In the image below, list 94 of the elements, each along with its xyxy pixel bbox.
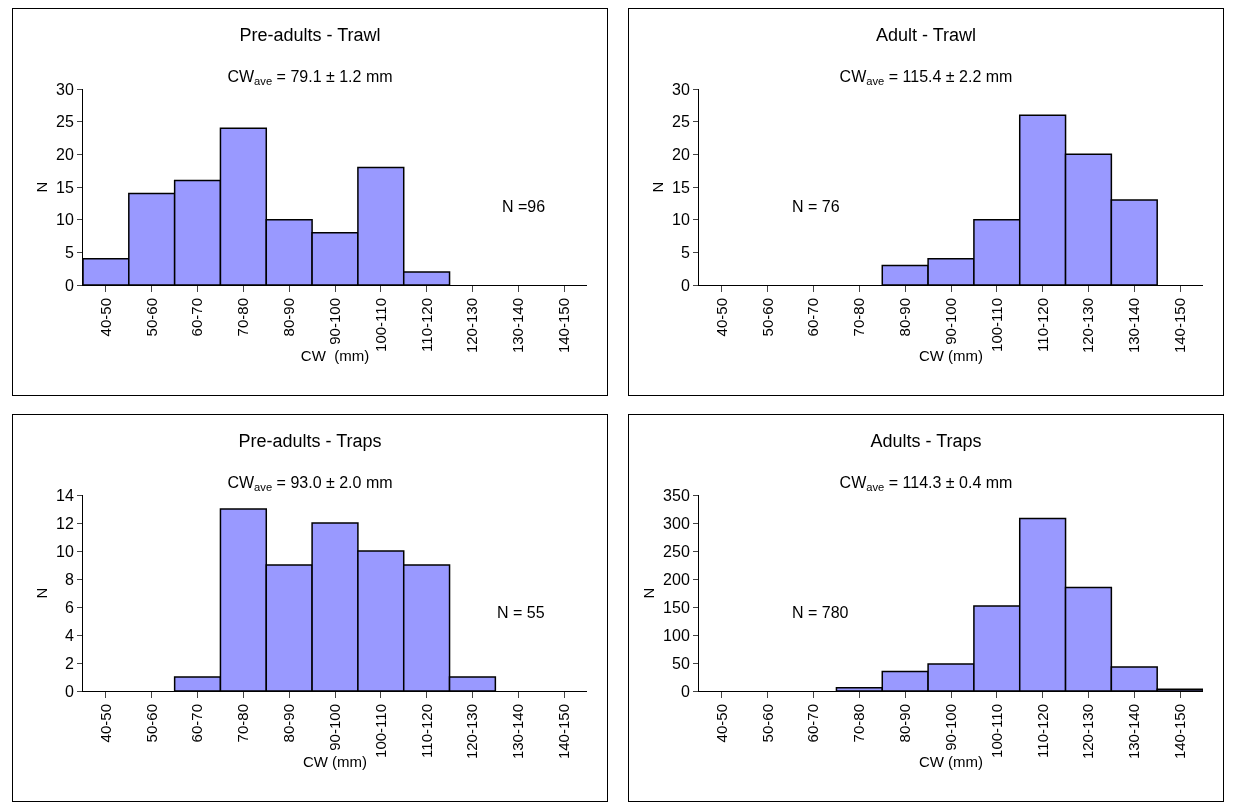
- x-tick-label: 100-110: [987, 704, 1005, 758]
- y-tick-label: 0: [64, 682, 74, 700]
- y-tick-label: 20: [672, 145, 690, 163]
- chart-title: Pre-adults - Traps: [238, 430, 382, 451]
- x-tick-label: 130-140: [509, 704, 527, 760]
- x-tick-label: 40-50: [96, 704, 114, 743]
- annotation: N =96: [502, 198, 546, 215]
- chart-subtitle: CW$_{ave}$ = 79.1 ± 1.2 mm: [227, 67, 393, 88]
- y-tick-label: 2: [64, 654, 74, 672]
- x-tick-label: 80-90: [896, 704, 914, 743]
- x-tick-label: 50-60: [142, 704, 160, 743]
- chart-title: Adult - Trawl: [875, 24, 977, 45]
- x-tick-label: 120-130: [1079, 298, 1097, 354]
- y-tick-label: 15: [672, 178, 690, 196]
- x-tick-label: 140-150: [554, 298, 572, 354]
- y-tick-label: 8: [64, 570, 74, 588]
- x-tick-label: 130-140: [1125, 704, 1143, 760]
- x-tick-label: 110-120: [417, 298, 435, 352]
- x-tick-label: 110-120: [1033, 704, 1051, 758]
- x-tick-label: 110-120: [1033, 298, 1051, 352]
- annotation: N = 76: [792, 198, 840, 215]
- x-tick-label: 90-100: [941, 704, 959, 751]
- x-tick-label: 130-140: [509, 298, 527, 354]
- y-tick-label: 350: [663, 486, 690, 504]
- x-tick-label: 140-150: [554, 704, 572, 760]
- x-tick-label: 130-140: [1125, 298, 1143, 354]
- y-tick-label: 30: [56, 80, 74, 98]
- y-tick-label: 4: [64, 626, 74, 644]
- x-tick-label: 70-80: [850, 298, 868, 337]
- x-tick-label: 40-50: [712, 704, 730, 743]
- y-tick-label: 0: [680, 276, 690, 294]
- x-tick-label: 40-50: [712, 298, 730, 337]
- y-tick-label: 14: [56, 486, 74, 504]
- x-tick-label: 100-110: [371, 704, 389, 758]
- y-axis-title: N: [640, 587, 658, 599]
- x-tick-label: 60-70: [188, 704, 206, 743]
- y-tick-label: 25: [56, 113, 74, 131]
- y-tick-label: 15: [56, 178, 74, 196]
- y-tick-label: 250: [663, 542, 690, 560]
- x-axis-title: CW (mm): [918, 752, 984, 770]
- x-tick-label: 60-70: [804, 704, 822, 743]
- x-tick-label: 90-100: [325, 298, 343, 345]
- x-axis-title: CW (mm): [300, 346, 370, 364]
- annotation: N = 780: [792, 604, 849, 621]
- y-tick-label: 150: [663, 598, 690, 616]
- x-tick-label: 100-110: [987, 298, 1005, 352]
- y-tick-label: 100: [663, 626, 690, 644]
- y-tick-label: 25: [672, 113, 690, 131]
- x-tick-label: 70-80: [234, 298, 252, 337]
- y-axis-title: N: [33, 587, 51, 599]
- x-tick-label: 80-90: [280, 704, 298, 743]
- x-tick-label: 60-70: [188, 298, 206, 337]
- y-axis-title: N: [649, 181, 667, 193]
- x-tick-label: 140-150: [1170, 704, 1188, 760]
- x-axis-title: CW (mm): [302, 752, 368, 770]
- x-tick-label: 140-150: [1170, 298, 1188, 354]
- x-tick-label: 50-60: [758, 298, 776, 337]
- y-tick-label: 6: [64, 598, 74, 616]
- x-tick-label: 70-80: [234, 704, 252, 743]
- x-axis-title: CW (mm): [918, 346, 984, 364]
- x-tick-label: 110-120: [417, 704, 435, 758]
- annotation: N = 55: [497, 604, 545, 621]
- y-tick-label: 0: [680, 682, 690, 700]
- chart-subtitle: CW$_{ave}$ = 115.4 ± 2.2 mm: [839, 67, 1013, 88]
- y-tick-label: 10: [56, 211, 74, 229]
- y-tick-label: 30: [672, 80, 690, 98]
- y-tick-label: 0: [64, 276, 74, 294]
- x-tick-label: 50-60: [758, 704, 776, 743]
- y-tick-label: 5: [64, 243, 74, 261]
- x-tick-label: 50-60: [142, 298, 160, 337]
- chart-title: Adults - Traps: [870, 430, 982, 451]
- y-tick-label: 10: [672, 211, 690, 229]
- x-tick-label: 90-100: [941, 298, 959, 345]
- y-tick-label: 50: [672, 654, 690, 672]
- x-tick-label: 80-90: [896, 298, 914, 337]
- x-tick-label: 70-80: [850, 704, 868, 743]
- y-tick-label: 200: [663, 570, 690, 588]
- x-tick-label: 80-90: [280, 298, 298, 337]
- y-tick-label: 5: [680, 243, 690, 261]
- x-tick-label: 100-110: [371, 298, 389, 352]
- x-tick-label: 90-100: [325, 704, 343, 751]
- y-tick-label: 20: [56, 145, 74, 163]
- x-tick-label: 120-130: [463, 298, 481, 354]
- x-tick-label: 120-130: [463, 704, 481, 760]
- chart-subtitle: CW$_{ave}$ = 93.0 ± 2.0 mm: [227, 473, 393, 494]
- y-tick-label: 10: [56, 542, 74, 560]
- y-tick-label: 12: [56, 514, 74, 532]
- x-tick-label: 120-130: [1079, 704, 1097, 760]
- y-axis-title: N: [33, 181, 51, 193]
- chart-title: Pre-adults - Trawl: [239, 24, 381, 45]
- chart-subtitle: CW$_{ave}$ = 114.3 ± 0.4 mm: [839, 473, 1013, 494]
- x-tick-label: 60-70: [804, 298, 822, 337]
- x-tick-label: 40-50: [96, 298, 114, 337]
- y-tick-label: 300: [663, 514, 690, 532]
